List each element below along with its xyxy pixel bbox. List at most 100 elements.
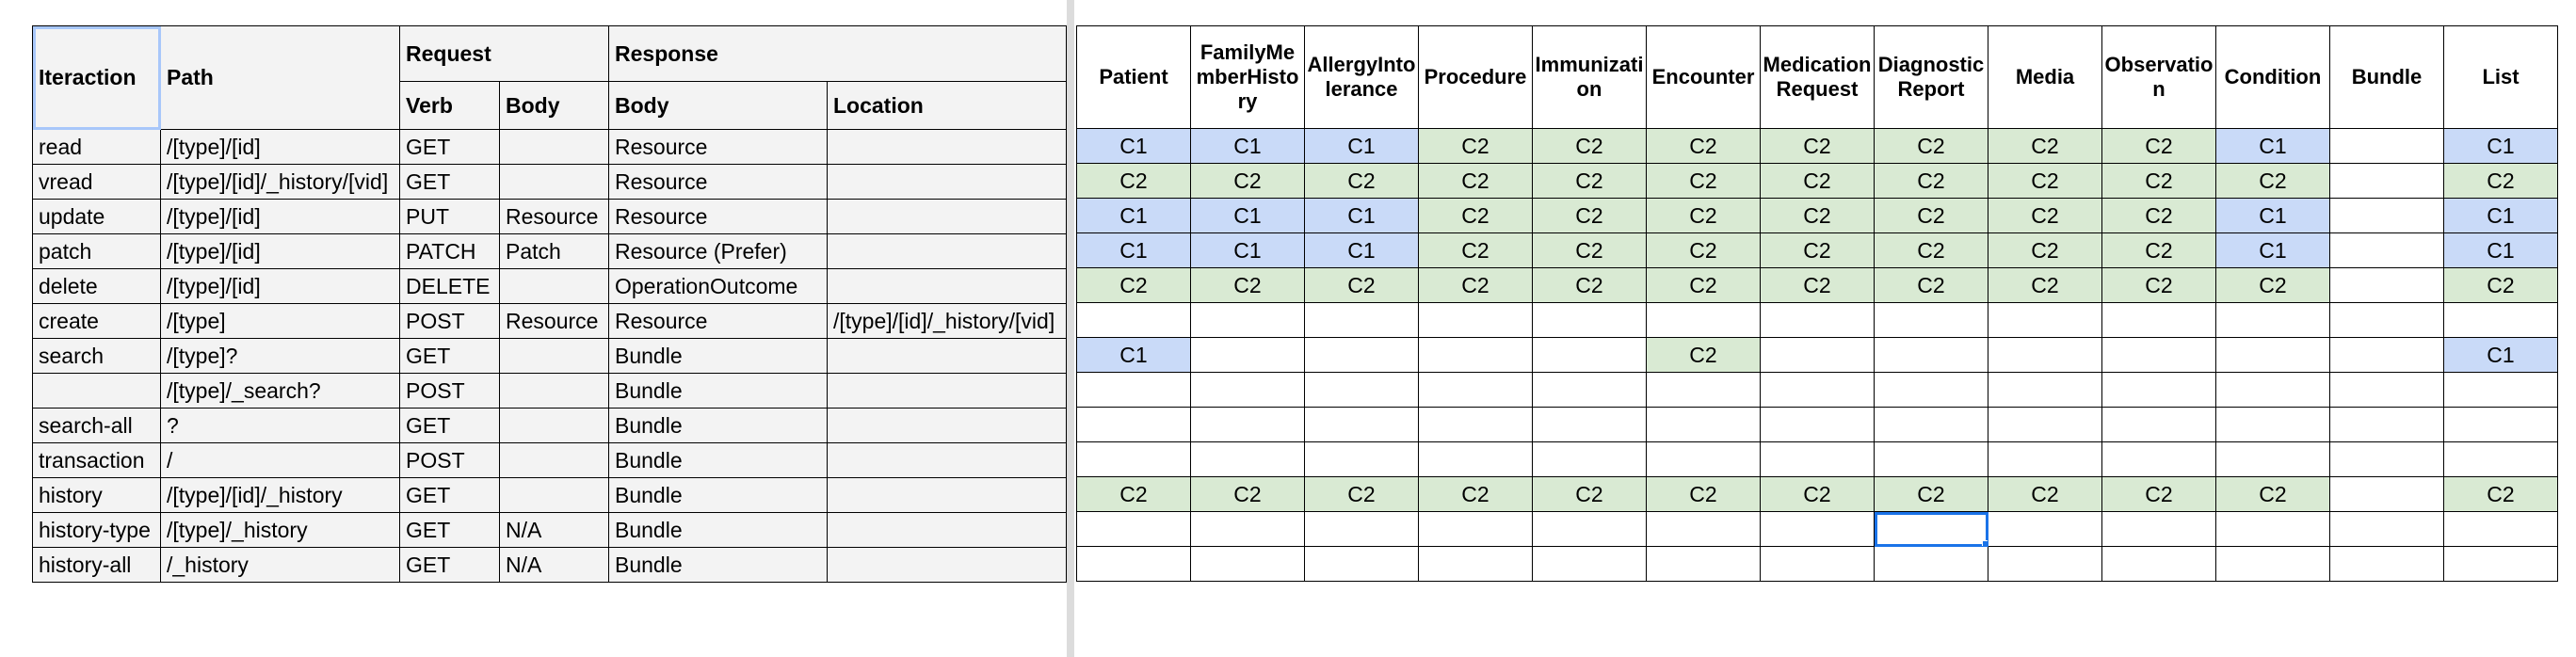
support-cell[interactable] [1304, 511, 1419, 547]
support-cell[interactable] [1532, 407, 1647, 442]
support-cell[interactable] [1532, 302, 1647, 338]
support-cell[interactable] [1190, 546, 1305, 582]
header-response-body[interactable]: Body [608, 81, 828, 130]
cell-verb[interactable]: GET [399, 547, 500, 583]
cell-verb[interactable]: POST [399, 303, 500, 339]
support-cell[interactable]: C2 [2101, 198, 2216, 233]
cell-path[interactable]: /[type]/[id] [160, 129, 400, 165]
support-cell[interactable] [1760, 372, 1875, 408]
cell-location[interactable] [827, 512, 1067, 548]
support-cell[interactable] [1988, 372, 2102, 408]
support-cell[interactable]: C2 [1190, 476, 1305, 512]
support-cell[interactable] [2215, 441, 2330, 477]
support-cell[interactable]: C1 [1304, 232, 1419, 268]
support-cell[interactable] [2215, 546, 2330, 582]
support-cell[interactable] [1418, 546, 1533, 582]
support-cell[interactable] [1874, 372, 1988, 408]
support-cell[interactable] [1646, 511, 1761, 547]
support-cell[interactable] [2329, 198, 2444, 233]
support-cell[interactable] [1190, 441, 1305, 477]
cell-location[interactable] [827, 338, 1067, 374]
support-cell[interactable]: C1 [1190, 128, 1305, 164]
support-cell[interactable]: C2 [1988, 476, 2102, 512]
cell-interaction[interactable]: transaction [32, 442, 161, 478]
support-cell[interactable] [2329, 476, 2444, 512]
support-cell[interactable]: C2 [1874, 163, 1988, 199]
support-cell[interactable] [2329, 407, 2444, 442]
cell-req-body[interactable]: Patch [499, 233, 609, 269]
resource-header-diagnosticreport[interactable]: DiagnosticReport [1874, 25, 1988, 129]
support-cell[interactable] [1076, 546, 1191, 582]
cell-resp-body[interactable]: OperationOutcome [608, 268, 828, 304]
resource-header-bundle[interactable]: Bundle [2329, 25, 2444, 129]
resource-header-medicationrequest[interactable]: MedicationRequest [1760, 25, 1875, 129]
cell-req-body[interactable] [499, 408, 609, 443]
support-cell[interactable] [1760, 441, 1875, 477]
resource-header-list[interactable]: List [2443, 25, 2558, 129]
support-cell[interactable] [1646, 372, 1761, 408]
support-cell[interactable] [2329, 546, 2444, 582]
support-cell[interactable] [1076, 372, 1191, 408]
support-cell[interactable] [1874, 546, 1988, 582]
support-cell[interactable]: C2 [2443, 163, 2558, 199]
cell-req-body[interactable] [499, 373, 609, 409]
support-cell[interactable]: C2 [2101, 267, 2216, 303]
support-cell[interactable]: C2 [1418, 163, 1533, 199]
support-cell[interactable] [1760, 546, 1875, 582]
cell-verb[interactable]: POST [399, 373, 500, 409]
support-cell[interactable]: C2 [1076, 476, 1191, 512]
support-cell[interactable]: C1 [2443, 232, 2558, 268]
support-cell[interactable] [1532, 372, 1647, 408]
cell-req-body[interactable]: N/A [499, 512, 609, 548]
resource-header-familymemberhistory[interactable]: FamilyMemberHistory [1190, 25, 1305, 129]
support-cell[interactable] [2329, 372, 2444, 408]
support-cell[interactable] [1988, 337, 2102, 373]
support-cell[interactable]: C1 [2215, 128, 2330, 164]
support-cell[interactable] [1076, 441, 1191, 477]
support-cell[interactable] [1988, 302, 2102, 338]
cell-req-body[interactable] [499, 477, 609, 513]
support-cell[interactable]: C2 [1646, 267, 1761, 303]
support-cell[interactable]: C2 [1532, 198, 1647, 233]
support-cell[interactable]: C1 [1076, 128, 1191, 164]
cell-resp-body[interactable]: Resource [608, 303, 828, 339]
frozen-column-divider[interactable] [1067, 0, 1074, 657]
support-cell[interactable]: C1 [1304, 128, 1419, 164]
support-cell[interactable]: C2 [1532, 128, 1647, 164]
cell-interaction[interactable]: delete [32, 268, 161, 304]
cell-resp-body[interactable]: Bundle [608, 512, 828, 548]
cell-path[interactable]: ? [160, 408, 400, 443]
support-cell[interactable] [2101, 302, 2216, 338]
support-cell[interactable]: C2 [1532, 267, 1647, 303]
cell-location[interactable] [827, 477, 1067, 513]
cell-location[interactable] [827, 199, 1067, 234]
support-cell[interactable]: C2 [1646, 476, 1761, 512]
support-cell[interactable] [1532, 511, 1647, 547]
support-cell[interactable]: C1 [1304, 198, 1419, 233]
cell-resp-body[interactable]: Resource [608, 199, 828, 234]
cell-interaction[interactable]: history-type [32, 512, 161, 548]
support-cell[interactable]: C2 [2443, 476, 2558, 512]
support-cell[interactable]: C2 [1988, 163, 2102, 199]
support-cell[interactable]: C1 [1076, 337, 1191, 373]
support-cell[interactable] [2215, 407, 2330, 442]
support-cell[interactable]: C2 [1304, 163, 1419, 199]
cell-resp-body[interactable]: Bundle [608, 442, 828, 478]
cell-interaction[interactable] [32, 373, 161, 409]
support-cell[interactable] [1874, 441, 1988, 477]
header-verb[interactable]: Verb [399, 81, 500, 130]
support-cell[interactable] [2443, 407, 2558, 442]
cell-location[interactable] [827, 268, 1067, 304]
support-cell[interactable] [1760, 337, 1875, 373]
support-cell[interactable]: C2 [1304, 267, 1419, 303]
header-request[interactable]: Request [399, 25, 609, 82]
cell-interaction[interactable]: update [32, 199, 161, 234]
cell-resp-body[interactable]: Bundle [608, 373, 828, 409]
cell-resp-body[interactable]: Resource [608, 129, 828, 165]
support-cell[interactable] [1304, 546, 1419, 582]
cell-resp-body[interactable]: Bundle [608, 408, 828, 443]
cell-interaction[interactable]: create [32, 303, 161, 339]
support-cell[interactable] [2329, 128, 2444, 164]
support-cell[interactable] [1076, 302, 1191, 338]
cell-req-body[interactable] [499, 129, 609, 165]
